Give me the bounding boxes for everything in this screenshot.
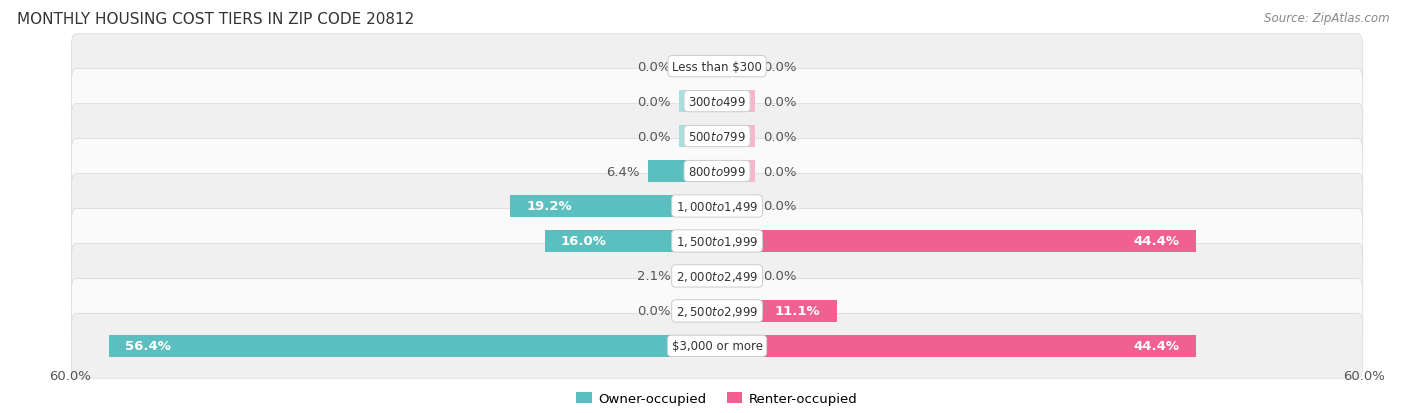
Text: 44.4%: 44.4% <box>1133 235 1180 248</box>
Text: Less than $300: Less than $300 <box>672 61 762 74</box>
Text: Source: ZipAtlas.com: Source: ZipAtlas.com <box>1264 12 1389 25</box>
Text: $500 to $799: $500 to $799 <box>688 130 747 143</box>
Bar <box>110 335 717 357</box>
FancyBboxPatch shape <box>72 69 1362 134</box>
Bar <box>717 196 755 217</box>
FancyBboxPatch shape <box>72 174 1362 239</box>
Text: 0.0%: 0.0% <box>637 95 671 108</box>
Text: 0.0%: 0.0% <box>763 95 797 108</box>
Bar <box>717 300 837 322</box>
Text: MONTHLY HOUSING COST TIERS IN ZIP CODE 20812: MONTHLY HOUSING COST TIERS IN ZIP CODE 2… <box>17 12 415 27</box>
Bar <box>679 56 717 78</box>
Bar <box>717 126 755 147</box>
FancyBboxPatch shape <box>72 139 1362 204</box>
Text: 16.0%: 16.0% <box>561 235 606 248</box>
Text: $1,500 to $1,999: $1,500 to $1,999 <box>676 235 758 248</box>
Text: 44.4%: 44.4% <box>1133 339 1180 352</box>
FancyBboxPatch shape <box>72 104 1362 169</box>
Text: 56.4%: 56.4% <box>125 339 172 352</box>
Text: $2,500 to $2,999: $2,500 to $2,999 <box>676 304 758 318</box>
Text: $3,000 or more: $3,000 or more <box>672 339 762 352</box>
FancyBboxPatch shape <box>72 279 1362 344</box>
Bar <box>717 230 1195 252</box>
Bar <box>717 335 1195 357</box>
Text: 0.0%: 0.0% <box>763 200 797 213</box>
Text: 11.1%: 11.1% <box>775 305 821 318</box>
Bar <box>510 196 717 217</box>
Bar <box>679 266 717 287</box>
Text: 0.0%: 0.0% <box>637 305 671 318</box>
Bar <box>717 91 755 113</box>
Text: $2,000 to $2,499: $2,000 to $2,499 <box>676 269 758 283</box>
Text: 6.4%: 6.4% <box>606 165 640 178</box>
Bar <box>544 230 717 252</box>
Text: 0.0%: 0.0% <box>763 270 797 283</box>
Text: 2.1%: 2.1% <box>637 270 671 283</box>
Bar <box>648 161 717 183</box>
FancyBboxPatch shape <box>72 244 1362 309</box>
FancyBboxPatch shape <box>72 209 1362 274</box>
Text: $300 to $499: $300 to $499 <box>688 95 747 108</box>
Text: 0.0%: 0.0% <box>763 130 797 143</box>
Text: 0.0%: 0.0% <box>763 61 797 74</box>
Bar <box>717 161 755 183</box>
Text: $800 to $999: $800 to $999 <box>688 165 747 178</box>
Bar <box>679 300 717 322</box>
Bar <box>679 126 717 147</box>
Bar <box>679 91 717 113</box>
Bar <box>717 56 755 78</box>
Text: $1,000 to $1,499: $1,000 to $1,499 <box>676 199 758 214</box>
Text: 0.0%: 0.0% <box>763 165 797 178</box>
Text: 0.0%: 0.0% <box>637 61 671 74</box>
Text: 0.0%: 0.0% <box>637 130 671 143</box>
Bar <box>717 266 755 287</box>
FancyBboxPatch shape <box>72 313 1362 378</box>
FancyBboxPatch shape <box>72 35 1362 100</box>
Legend: Owner-occupied, Renter-occupied: Owner-occupied, Renter-occupied <box>571 387 863 410</box>
Text: 19.2%: 19.2% <box>526 200 572 213</box>
